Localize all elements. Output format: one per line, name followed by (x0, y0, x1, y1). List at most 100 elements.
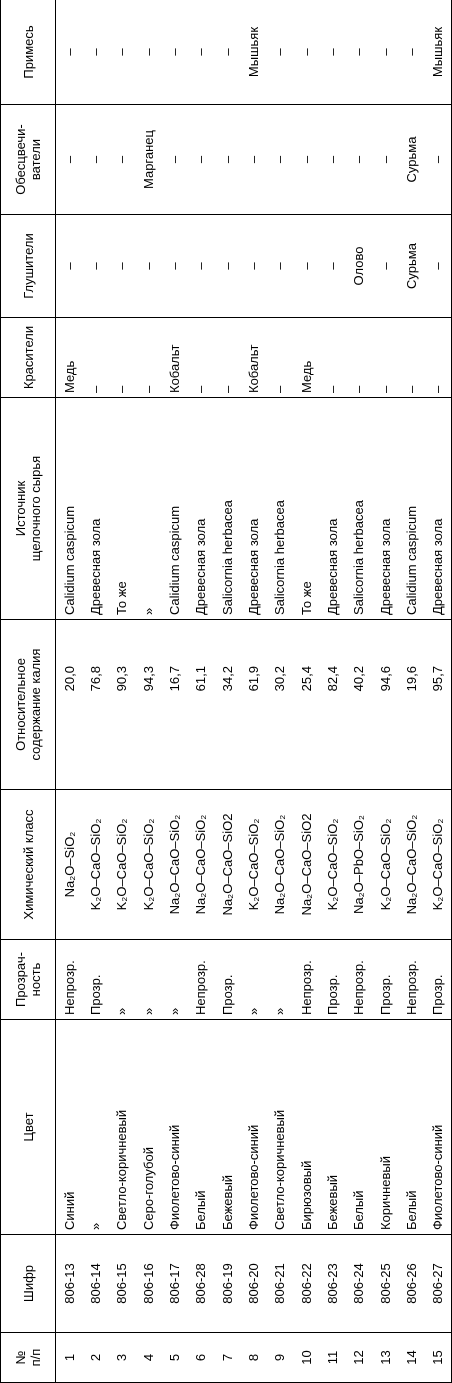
table-cell: Медь (292, 317, 320, 398)
table-cell: – (55, 104, 83, 215)
table-cell: Calidium caspicum (398, 397, 425, 620)
table-cell: – (55, 214, 83, 318)
table-cell: – (345, 0, 372, 105)
table-cell: Фиолетово-синий (424, 1019, 452, 1235)
table-cell: K₂O–CaO–SiO₂ (319, 789, 346, 940)
table-cell: – (240, 214, 267, 318)
table-cell: – (161, 0, 188, 105)
table-cell: Древесная зола (424, 397, 452, 620)
table-cell: 5 (161, 1332, 188, 1383)
table-cell: Прозр. (371, 939, 399, 1020)
table-cell: 94,3 (134, 619, 162, 790)
table-cell: – (424, 317, 452, 398)
table-cell: 806-17 (161, 1234, 188, 1333)
table-cell: Древесная зола (319, 397, 346, 620)
table-cell: – (108, 104, 135, 215)
table-row: 5 806-17 Фиолетово-синий» Na₂O–CaO–SiO₂ 16,7… (161, 0, 188, 1383)
header-cell: Глушители (0, 214, 56, 318)
table-cell: – (398, 0, 425, 105)
table-cell: 9 (266, 1332, 293, 1383)
table-cell: – (161, 214, 188, 318)
table-cell: 806-15 (108, 1234, 135, 1333)
table-cell: Бежевый (319, 1019, 346, 1235)
table-cell: K₂O–CaO–SiO₂ (134, 789, 162, 940)
table-cell: Мышьяк (424, 0, 452, 105)
table-cell: 15 (424, 1332, 452, 1383)
table-cell: Непрозр. (345, 939, 372, 1020)
table-cell: – (187, 0, 214, 105)
table-cell: 806-22 (292, 1234, 320, 1333)
table-cell: 806-23 (319, 1234, 346, 1333)
table-cell: 806-27 (424, 1234, 452, 1333)
table-cell: 806-24 (345, 1234, 372, 1333)
table-cell: 30,2 (266, 619, 293, 790)
table-row: 11 806-23 Бежевый Прозр. K₂O–CaO–SiO₂ 82,4 Дре… (319, 0, 346, 1383)
header-cell: Источник щелочного сырья (0, 397, 56, 620)
table-cell: – (82, 0, 109, 105)
table-cell: Прозр. (424, 939, 452, 1020)
table-row: 4 806-16 Серо-голубой» K₂O–CaO–SiO₂ 94,3» – – М… (134, 0, 162, 1383)
table-cell: 19,6 (398, 619, 425, 790)
table-cell: Кобальт (161, 317, 188, 398)
table-cell: Медь (55, 317, 83, 398)
table-cell: 806-26 (398, 1234, 425, 1333)
table-cell: Фиолетово-синий (161, 1019, 188, 1235)
table-cell: Calidium caspicum (55, 397, 83, 620)
table-cell: Фиолетово-синий (240, 1019, 267, 1235)
table-cell: 7 (213, 1332, 241, 1383)
table-cell: – (82, 214, 109, 318)
table-cell: Мышьяк (240, 0, 267, 105)
header-row: № п/п Шифр Цвет Прозрач- ность Химический кл… (0, 0, 56, 1383)
table-cell: 806-21 (266, 1234, 293, 1333)
table-row: 8 806-20 Фиолетово-синий» K₂O–CaO–SiO₂ 61,9 Д… (240, 0, 267, 1383)
table-cell: – (108, 214, 135, 318)
table-cell: – (187, 214, 214, 318)
table-cell: 94,6 (371, 619, 399, 790)
table-row: 7 806-19 Бежевый Прозр. Na₂O–CaO–SiO2 34,2 Sal… (213, 0, 241, 1383)
table-cell: Na₂O–CaO–SiO2 (292, 789, 320, 940)
table-cell: – (108, 317, 135, 398)
table-cell: Непрозр. (398, 939, 425, 1020)
table-cell: Непрозр. (55, 939, 83, 1020)
table-cell: – (319, 0, 346, 105)
table-cell: Na₂O–CaO–SiO₂ (187, 789, 214, 940)
table-cell: – (82, 104, 109, 215)
table-cell: – (213, 0, 241, 105)
table-cell: 76,8 (82, 619, 109, 790)
table-cell: – (292, 104, 320, 215)
table-cell: 82,4 (319, 619, 346, 790)
table-cell: – (55, 0, 83, 105)
table-cell: Серо-голубой (134, 1019, 162, 1235)
header-cell: Прозрач- ность (0, 939, 56, 1020)
table-cell: 806-20 (240, 1234, 267, 1333)
table-row: 15 806-27 Фиолетово-синий Прозр. K₂O–CaO–SiO… (424, 0, 452, 1383)
table-cell: » (134, 939, 162, 1020)
table-cell: Na₂O–SiO₂ (55, 789, 83, 940)
table-cell: То же (108, 397, 135, 620)
table-cell: – (345, 317, 372, 398)
table-cell: – (134, 214, 162, 318)
table-cell: 8 (240, 1332, 267, 1383)
table-cell: Непрозр. (292, 939, 320, 1020)
table-cell: Na₂O–PbO–SiO₂ (345, 789, 372, 940)
table-cell: – (82, 317, 109, 398)
table-cell: 3 (108, 1332, 135, 1383)
table-cell: 14 (398, 1332, 425, 1383)
table-cell: – (134, 0, 162, 105)
table-cell: Древесная зола (240, 397, 267, 620)
table-cell: Непрозр. (187, 939, 214, 1020)
table-cell: 806-28 (187, 1234, 214, 1333)
table-cell: Прозр. (319, 939, 346, 1020)
table-cell: – (319, 214, 346, 318)
table-cell: 4 (134, 1332, 162, 1383)
header-cell: Красители (0, 317, 56, 398)
table-cell: Na₂O–CaO–SiO2 (213, 789, 241, 940)
header-cell: № п/п (0, 1332, 56, 1383)
table-cell: – (292, 0, 320, 105)
table-cell: – (424, 214, 452, 318)
table-cell: 806-16 (134, 1234, 162, 1333)
table-row: 2 806-14» Прозр. K₂O–CaO–SiO₂ 76,8 Древесная … (82, 0, 109, 1383)
table-cell: Белый (187, 1019, 214, 1235)
table-row: 9 806-21 Светло-коричневый» Na₂O–CaO–SiO₂ 30… (266, 0, 293, 1383)
